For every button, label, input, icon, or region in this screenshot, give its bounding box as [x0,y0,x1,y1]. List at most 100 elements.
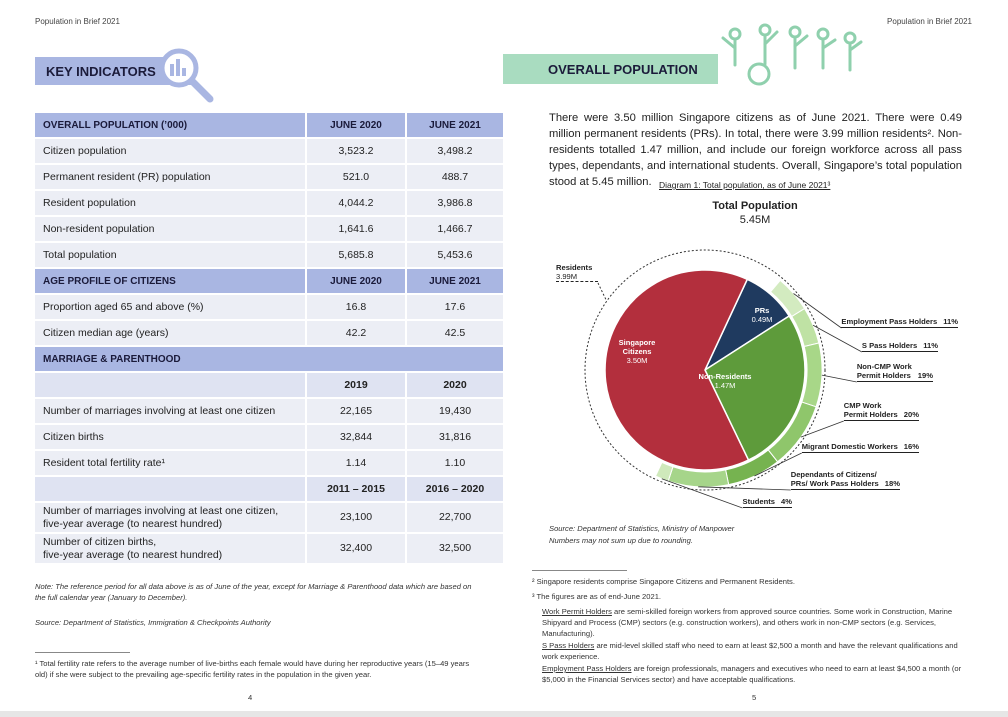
key-indicators-table: OVERALL POPULATION (’000) JUNE 2020 JUNE 2… [35,111,503,565]
table-cell: 32,500 [405,534,503,563]
table-cell: Non-resident population [35,217,305,241]
table-row: 2011 – 2015 2016 – 2020 [35,477,503,501]
footnote-term: Work Permit Holders [542,607,612,616]
table-cell: 42.5 [405,321,503,345]
table-row: Resident population 4,044.2 3,986.8 [35,191,503,215]
footnote: ³ The figures are as of end-June 2021. [532,592,662,601]
footnote-text: are semi-skilled foreign workers from ap… [542,607,953,638]
table-wrap: OVERALL POPULATION (’000) JUNE 2020 JUNE 2… [35,111,503,565]
page-number: 5 [752,693,757,702]
table-cell: JUNE 2020 [305,269,405,293]
diagram-source: Source: Department of Statistics, Minist… [549,524,735,533]
table-cell: 1,641.6 [305,217,405,241]
note: Note: The reference period for all data … [35,582,472,602]
table-cell: Total population [35,243,305,267]
ring-label: Non-CMP Work Permit Holders 19% [856,362,933,382]
rule [35,652,130,653]
table-cell: 2019 [305,373,405,397]
ring-name: Students [742,496,776,506]
footnote-text: are mid-level skilled staff who need to … [542,641,958,661]
table-cell: 23,100 [305,503,405,532]
table-cell: 5,685.8 [305,243,405,267]
table-cell: JUNE 2021 [405,269,503,293]
ring-label: Employment Pass Holders 11% [841,317,958,328]
table-cell: Resident total fertility rate¹ [35,451,305,475]
diagram-caption: Diagram 1: Total population, as of June … [659,180,831,190]
table-cell: Number of marriages involving at least o… [35,399,305,423]
table-cell: 31,816 [405,425,503,449]
table-cell: Citizen population [35,139,305,163]
table-row: MARRIAGE & PARENTHOOD [35,347,503,371]
table-cell: 4,044.2 [305,191,405,215]
table-row: Permanent resident (PR) population 521.0 4… [35,165,503,189]
table-cell: 521.0 [305,165,405,189]
ring-label: S Pass Holders 11% [861,340,938,352]
table-cell: 16.8 [305,295,405,319]
table-cell: OVERALL POPULATION (’000) [35,113,305,137]
slice-value: 3.50M [626,356,648,365]
residents-name: Residents [556,263,593,272]
table-row: Non-resident population 1,641.6 1,466.7 [35,217,503,241]
ring-name-line: Non-CMP Work [856,362,912,371]
ring-label: Migrant Domestic Workers 16% [801,441,919,453]
table-cell: Citizen births [35,425,305,449]
table-row: AGE PROFILE OF CITIZENS JUNE 2020 JUNE 202… [35,269,503,293]
ring-name: CMP Work Permit Holders [844,401,898,419]
ring-value: 16% [903,441,919,451]
table-cell: 3,986.8 [405,191,503,215]
slice-name: PRs [754,306,770,315]
ring-name: S Pass Holders [861,340,918,350]
footnote-item: S Pass Holders are mid-level skilled sta… [532,640,974,662]
footnote-text: are foreign professionals, managers and … [542,664,962,684]
table-cell [35,477,305,501]
diagram-title: Total Population [712,200,798,212]
table-cell: 3,523.2 [305,139,405,163]
bottom-strip [0,711,1008,717]
diagram-total: 5.45M [739,214,771,226]
table-cell: Number of citizen births, five-year avera… [35,534,305,563]
slice-value: 0.49M [751,315,773,324]
table-row: Number of marriages involving at least o… [35,503,503,532]
slice-name: Non-Residents [698,372,752,381]
banner-bg [503,54,718,84]
diagram-note: Numbers may not sum up due to rounding. [549,536,693,545]
slice-label: Singapore Citizens 3.50M [610,338,665,365]
ring-name-line: Permit Holders [856,370,911,380]
table-row: Number of marriages involving at least o… [35,399,503,423]
cell-line: five-year average (to nearest hundred) [43,548,223,561]
ring-value: 11% [923,340,938,350]
table-cell: 32,844 [305,425,405,449]
ring-leader [821,374,857,383]
residents-leader [597,282,608,302]
ring-value: 4% [781,496,792,506]
header-right: Population in Brief 2021 [887,17,972,26]
residents-outline [584,249,826,491]
table-cell: 32,400 [305,534,405,563]
ring-label: Students 4% [742,496,792,508]
table-cell: 22,700 [405,503,503,532]
table-cell: 1.10 [405,451,503,475]
ring-name: Migrant Domestic Workers [801,441,898,451]
ring-leader [812,324,863,353]
slice-label: Non-Residents 1.47M [690,372,760,390]
table-cell: JUNE 2021 [405,113,503,137]
ring-leader [793,293,842,329]
table-cell: 19,430 [405,399,503,423]
ring-leader [754,452,802,477]
table-row: Citizen births 32,844 31,816 [35,425,503,449]
table-row: Resident total fertility rate¹ 1.14 1.10 [35,451,503,475]
footnote: ² Singapore residents comprise Singapore… [532,577,795,586]
header-left: Population in Brief 2021 [35,17,120,26]
paragraph: There were 3.50 million Singapore citize… [549,112,962,188]
table-cell: 22,165 [305,399,405,423]
source: Source: Department of Statistics, Immigr… [35,618,271,627]
ring-leader [800,420,844,438]
table-cell: MARRIAGE & PARENTHOOD [35,347,503,371]
residents-value: 3.99M [556,272,598,282]
ring-name: Dependants of Citizens/PRs/ Work Pass Ho… [791,470,879,488]
table-cell: AGE PROFILE OF CITIZENS [35,269,305,293]
ring-value: 18% [884,478,900,488]
footnote: ¹ Total fertility rate refers to the ave… [35,659,470,679]
ring-leader [661,478,743,509]
table-cell: 2016 – 2020 [405,477,503,501]
